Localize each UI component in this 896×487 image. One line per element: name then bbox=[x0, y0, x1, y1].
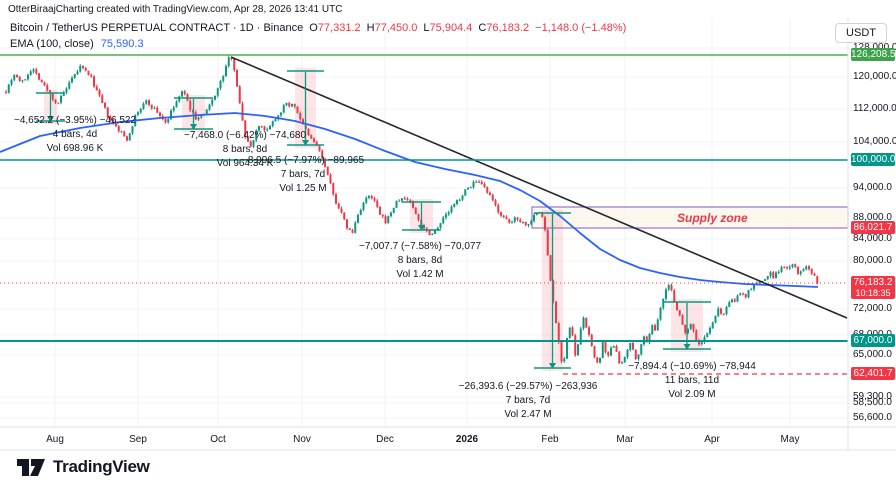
price-level-lines[interactable] bbox=[0, 54, 848, 375]
time-tick-label: Mar bbox=[616, 434, 634, 445]
price-tick-label: 65,000.0 bbox=[853, 349, 892, 360]
tradingview-logo-icon bbox=[17, 458, 45, 476]
price-scale[interactable]: 128,000.0 120,000.0 112,000.0 104,000.0 94,0… bbox=[849, 18, 896, 450]
supply-zone-label: Supply zone bbox=[677, 211, 748, 225]
indicator-legend-row[interactable]: EMA (100, close) 75,590.3 bbox=[10, 36, 626, 52]
time-tick-label: Dec bbox=[376, 434, 394, 445]
gridlines bbox=[0, 18, 848, 427]
price-tick-label: 59,300.0 bbox=[853, 391, 892, 402]
price-line-badge: 86,021.7 bbox=[851, 221, 895, 234]
tradingview-logo-text: TradingView bbox=[53, 457, 150, 476]
time-tick-label: Nov bbox=[293, 434, 311, 445]
price-tick-label: 84,000.0 bbox=[853, 233, 892, 244]
legend: Bitcoin / TetherUS PERPETUAL CONTRACT · … bbox=[10, 20, 626, 52]
price-tick-label: 56,600.0 bbox=[853, 412, 892, 423]
price-line-badge: 100,000.0 bbox=[851, 153, 896, 166]
price-tick-label: 104,000.0 bbox=[853, 136, 896, 147]
price-line-badge: 67,000.0 bbox=[851, 334, 895, 347]
time-tick-label: Apr bbox=[704, 434, 720, 445]
bar-countdown: 10:18:35 bbox=[855, 288, 891, 298]
price-tick-label: 112,000.0 bbox=[853, 103, 896, 114]
price-line-badge: 76,183.2 10:18:35 bbox=[851, 276, 895, 299]
measurement-arrows bbox=[36, 70, 711, 369]
price-tick-label: 72,000.0 bbox=[853, 303, 892, 314]
price-tick-label: 88,000.0 bbox=[853, 212, 892, 223]
price-tick-label: 120,000.0 bbox=[853, 71, 896, 82]
time-tick-label: Sep bbox=[129, 434, 147, 445]
price-tick-label: 80,000.0 bbox=[853, 255, 892, 266]
ohlc-values: O77,331.2 H77,450.0 L75,904.4 C76,183.2 −1,1… bbox=[309, 22, 627, 34]
ema-line[interactable] bbox=[0, 112, 819, 288]
price-line-badge: 126,208.5 bbox=[851, 48, 896, 61]
watermark: OtterBiraajCharting created with Trading… bbox=[8, 4, 343, 15]
currency-button[interactable]: USDT bbox=[835, 23, 887, 43]
trendline[interactable] bbox=[230, 56, 848, 319]
indicator-name: EMA (100, close) bbox=[10, 38, 94, 50]
price-line-badge: 62,401.7 bbox=[851, 367, 895, 380]
symbol-title: Bitcoin / TetherUS PERPETUAL CONTRACT · … bbox=[10, 22, 304, 34]
time-tick-label: Feb bbox=[541, 434, 559, 445]
time-tick-label: 2026 bbox=[455, 434, 479, 445]
price-tick-label: 128,000.0 bbox=[853, 42, 896, 53]
time-scale[interactable]: Aug Sep Oct Nov Dec 2026 Feb Mar Apr May bbox=[0, 427, 896, 450]
time-tick-label: Aug bbox=[46, 434, 64, 445]
time-tick-label: May bbox=[780, 434, 800, 445]
time-tick-label: Oct bbox=[210, 434, 226, 445]
price-tick-label: 58,500.0 bbox=[853, 397, 892, 408]
price-tick-label: 94,000.0 bbox=[853, 182, 892, 193]
indicator-value: 75,590.3 bbox=[100, 38, 144, 50]
tradingview-logo[interactable]: TradingView bbox=[16, 457, 150, 477]
symbol-legend-row[interactable]: Bitcoin / TetherUS PERPETUAL CONTRACT · … bbox=[10, 20, 626, 36]
